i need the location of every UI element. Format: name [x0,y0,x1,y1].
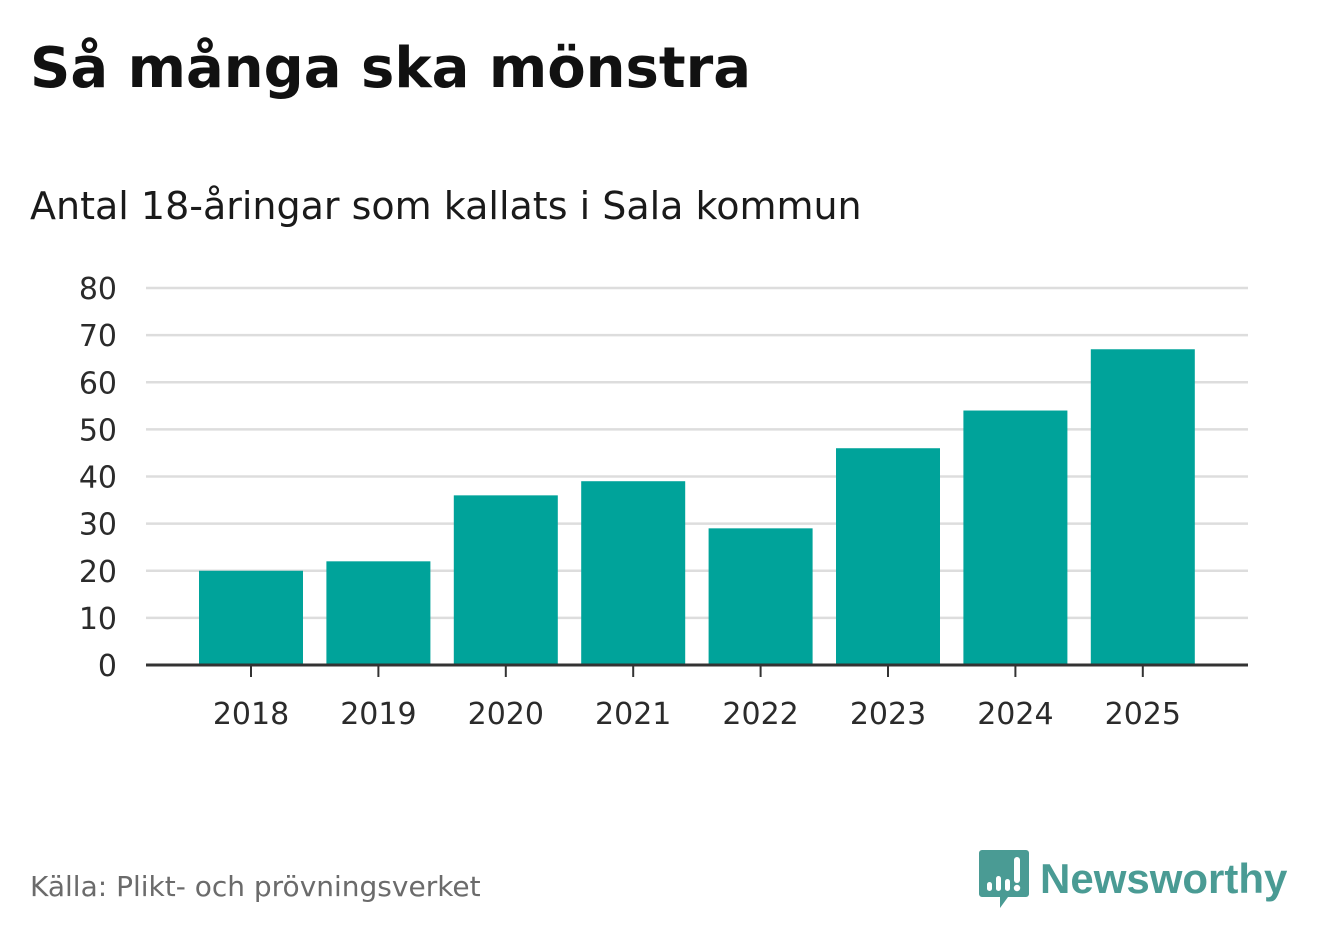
chart-title: Så många ska mönstra [30,36,752,101]
bar-2021 [581,481,686,665]
x-tick-label: 2019 [340,697,416,732]
y-axis-ticks: 0 10 20 30 40 50 60 70 80 [79,272,117,684]
x-tick-label: 2023 [850,697,926,732]
bar-2024 [963,410,1068,665]
newsworthy-logo-icon [979,850,1029,908]
bar-2019 [326,561,431,665]
bar-2025 [1090,349,1195,665]
x-tick-label: 2022 [722,697,798,732]
x-tick-label: 2025 [1105,697,1181,732]
y-tick-label: 80 [79,272,117,307]
bars [199,349,1195,665]
x-tick-label: 2024 [977,697,1053,732]
bar-2020 [453,495,558,665]
bar-2023 [836,448,940,665]
gridlines [146,286,1248,620]
x-tick-label: 2021 [595,697,671,732]
y-tick-label: 20 [79,555,117,590]
bar-2018 [199,570,303,665]
y-tick-label: 10 [79,602,117,637]
brand-name: Newsworthy [1040,855,1288,902]
source-note: Källa: Plikt- och prövningsverket [30,870,481,903]
x-axis: 2018 2019 2020 2021 2022 2023 2024 2025 [146,663,1248,732]
brand-logo: Newsworthy [978,848,1287,910]
y-tick-label: 60 [79,366,117,401]
y-tick-label: 30 [79,508,117,543]
y-tick-label: 70 [79,319,117,354]
y-tick-label: 50 [79,413,117,448]
bar-2022 [708,528,813,665]
y-tick-label: 40 [79,461,117,496]
x-tick-label: 2018 [213,697,289,732]
y-tick-label: 0 [98,649,117,684]
chart-subtitle: Antal 18-åringar som kallats i Sala komm… [30,184,862,228]
x-tick-label: 2020 [468,697,544,732]
